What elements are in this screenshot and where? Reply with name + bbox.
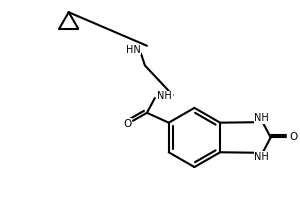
Text: O: O [123, 119, 131, 129]
Text: O: O [289, 132, 298, 142]
Text: NH: NH [254, 152, 269, 162]
Text: NH: NH [158, 91, 172, 101]
Text: NH: NH [254, 113, 269, 123]
Text: HN: HN [126, 45, 140, 55]
